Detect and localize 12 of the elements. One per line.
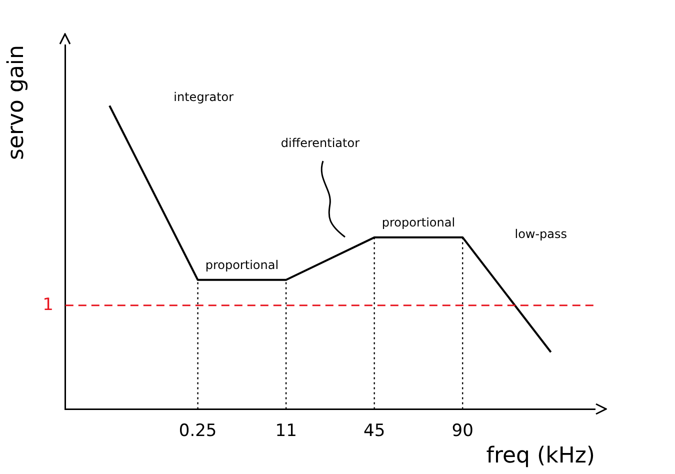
annotation: differentiator [280, 136, 360, 150]
x-tick-label: 45 [364, 420, 386, 441]
x-tick-label: 90 [452, 420, 474, 441]
x-axis-title: freq (kHz) [486, 444, 595, 469]
text: 1 [42, 294, 54, 315]
y-axis-title: servo gain [4, 45, 29, 160]
x-tick-label: 11 [275, 420, 297, 441]
annotation: proportional [205, 258, 279, 272]
annotation: low-pass [514, 226, 568, 241]
x-tick-label: 0.25 [178, 420, 217, 441]
text: integrator [174, 90, 234, 104]
annotation: proportional [382, 216, 456, 230]
